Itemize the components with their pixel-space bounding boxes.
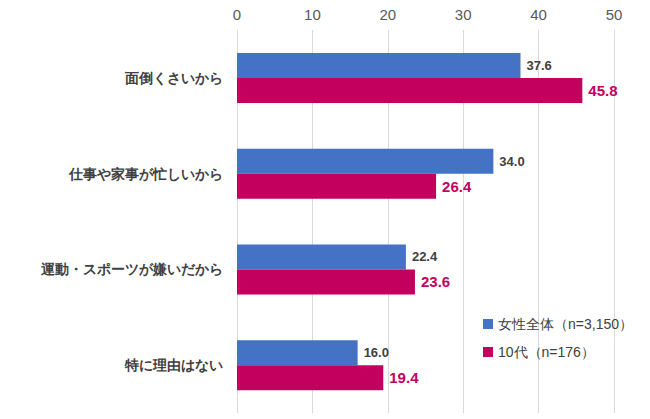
svg-text:面倒くさいから: 面倒くさいから (124, 70, 223, 86)
svg-text:30: 30 (455, 6, 472, 23)
svg-text:26.4: 26.4 (442, 178, 472, 195)
svg-text:34.0: 34.0 (499, 154, 524, 169)
svg-text:50: 50 (606, 6, 623, 23)
svg-text:10代（n=176）: 10代（n=176） (498, 344, 595, 360)
svg-text:23.6: 23.6 (421, 273, 450, 290)
svg-text:女性全体（n=3,150）: 女性全体（n=3,150） (498, 316, 633, 332)
svg-text:運動・スポーツが嫌いだから: 運動・スポーツが嫌いだから (40, 261, 223, 277)
svg-text:40: 40 (530, 6, 547, 23)
svg-text:37.6: 37.6 (527, 58, 552, 73)
svg-text:45.8: 45.8 (588, 82, 617, 99)
svg-text:仕事や家事が忙しいから: 仕事や家事が忙しいから (68, 166, 223, 182)
svg-text:22.4: 22.4 (412, 249, 438, 264)
svg-text:19.4: 19.4 (389, 369, 419, 386)
svg-text:16.0: 16.0 (364, 345, 389, 360)
svg-text:20: 20 (379, 6, 396, 23)
svg-text:10: 10 (304, 6, 321, 23)
svg-text:特に理由はない: 特に理由はない (124, 357, 223, 373)
svg-text:0: 0 (233, 6, 241, 23)
